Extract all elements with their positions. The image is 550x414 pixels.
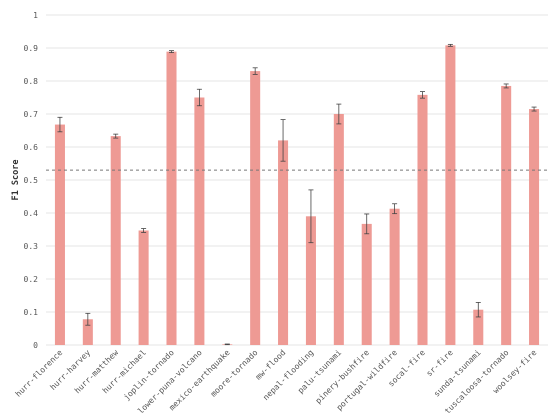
bar	[361, 223, 372, 345]
error-bar	[280, 119, 286, 162]
error-bar	[475, 302, 481, 318]
x-tick-label: nepal-flooding	[261, 348, 315, 402]
bar	[110, 136, 121, 345]
error-bar	[364, 213, 370, 235]
x-axis-ticks: hurr-florencehurr-harveyhurr-matthewhurr…	[14, 348, 539, 414]
y-tick-label: 0.2	[24, 275, 39, 284]
bar	[305, 216, 316, 345]
error-bar	[252, 67, 258, 75]
grid	[46, 14, 548, 346]
bar	[417, 94, 428, 345]
y-axis-ticks: 0 0.1 0.2 0.3 0.4 0.5 0.6 0.7 0.8 0.9 1	[24, 11, 39, 350]
error-bar	[169, 50, 174, 54]
error-bar	[336, 103, 342, 125]
bar	[250, 71, 261, 345]
bar	[529, 109, 540, 345]
bar	[333, 114, 344, 345]
y-axis-label: F1 Score	[11, 160, 21, 201]
y-tick-label: 0.6	[24, 143, 39, 152]
bar	[501, 85, 512, 345]
error-bar	[420, 91, 425, 99]
y-tick-label: 0.9	[24, 44, 39, 53]
y-tick-label: 0.3	[24, 242, 39, 251]
x-tick-label: joplin-tornado	[122, 348, 176, 402]
y-tick-label: 0.5	[24, 176, 39, 185]
bar	[473, 309, 484, 345]
error-bars	[57, 43, 537, 346]
error-bar	[531, 106, 537, 112]
bar	[54, 124, 65, 345]
y-tick-label: 0.7	[24, 110, 39, 119]
error-bar	[503, 83, 509, 89]
error-bar	[113, 133, 119, 139]
y-tick-label: 0.4	[24, 209, 39, 218]
y-tick-label: 0.1	[24, 308, 39, 317]
error-bar	[141, 228, 147, 233]
bar	[389, 208, 400, 345]
bar	[194, 97, 205, 345]
error-bar	[308, 189, 314, 244]
y-tick-label: 0.8	[24, 77, 39, 86]
error-bar	[196, 88, 202, 107]
bar	[138, 230, 149, 345]
y-tick-label: 1	[33, 11, 38, 20]
y-tick-label: 0	[33, 341, 38, 350]
bar	[82, 319, 93, 345]
error-bar	[392, 203, 398, 215]
bar	[166, 51, 177, 345]
bar	[445, 45, 456, 346]
error-bar	[85, 312, 91, 326]
error-bar	[224, 343, 230, 346]
bar	[278, 140, 289, 345]
x-tick-label: hurr-florence	[14, 348, 65, 399]
error-bar	[57, 116, 63, 133]
bars	[54, 45, 540, 346]
error-bar	[447, 43, 453, 47]
